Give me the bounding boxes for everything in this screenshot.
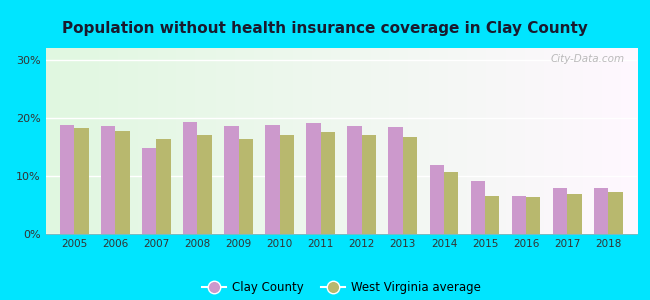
- Bar: [198, 135, 212, 234]
- Bar: [239, 139, 253, 234]
- Bar: [183, 122, 198, 234]
- Bar: [265, 125, 280, 234]
- Bar: [526, 197, 540, 234]
- Bar: [101, 126, 115, 234]
- Bar: [320, 132, 335, 234]
- Bar: [594, 188, 608, 234]
- Bar: [485, 196, 499, 234]
- Text: City-Data.com: City-Data.com: [551, 54, 625, 64]
- Bar: [471, 181, 485, 234]
- Bar: [512, 196, 526, 234]
- Bar: [362, 135, 376, 234]
- Bar: [567, 194, 582, 234]
- Bar: [157, 139, 171, 234]
- Bar: [115, 130, 130, 234]
- Bar: [552, 188, 567, 234]
- Bar: [347, 126, 362, 234]
- Text: Population without health insurance coverage in Clay County: Population without health insurance cove…: [62, 21, 588, 36]
- Bar: [403, 137, 417, 234]
- Bar: [306, 123, 320, 234]
- Bar: [224, 127, 239, 234]
- Bar: [430, 165, 444, 234]
- Legend: Clay County, West Virginia average: Clay County, West Virginia average: [198, 276, 485, 299]
- Bar: [60, 125, 74, 234]
- Bar: [389, 127, 403, 234]
- Bar: [74, 128, 88, 234]
- Bar: [142, 148, 157, 234]
- Bar: [608, 192, 623, 234]
- Bar: [280, 135, 294, 234]
- Bar: [444, 172, 458, 234]
